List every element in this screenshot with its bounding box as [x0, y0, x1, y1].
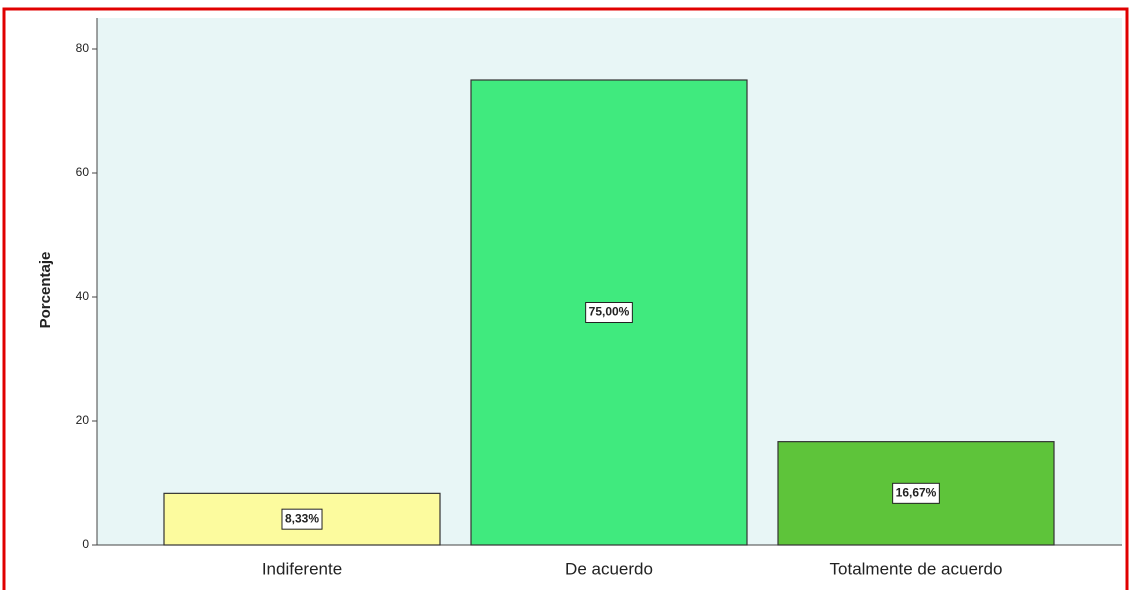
value-label: 75,00%	[589, 305, 630, 319]
y-tick-label: 20	[76, 413, 90, 427]
y-tick-label: 80	[76, 41, 90, 55]
x-tick-label: Indiferente	[262, 559, 342, 578]
value-label: 16,67%	[896, 485, 937, 499]
value-label: 8,33%	[285, 511, 319, 525]
x-tick-label: Totalmente de acuerdo	[830, 559, 1003, 578]
value-label-box	[892, 482, 940, 504]
value-label-box	[281, 508, 323, 530]
y-tick-label: 60	[76, 165, 90, 179]
y-axis-label: Porcentaje	[37, 252, 54, 329]
value-label-box	[585, 302, 633, 323]
x-tick-label: De acuerdo	[565, 559, 653, 578]
frame	[2, 7, 1129, 590]
y-tick-label: 40	[76, 289, 90, 303]
y-tick-label: 0	[82, 537, 89, 551]
